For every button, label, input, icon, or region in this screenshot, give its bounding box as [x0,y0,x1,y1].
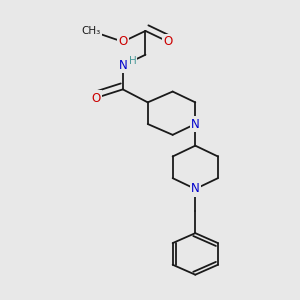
Text: O: O [164,35,173,48]
Text: N: N [118,59,127,72]
Text: O: O [118,35,128,48]
Text: N: N [191,118,200,130]
Text: H: H [129,56,137,66]
Text: O: O [91,92,100,104]
Text: CH₃: CH₃ [82,26,101,36]
Text: N: N [191,182,200,196]
